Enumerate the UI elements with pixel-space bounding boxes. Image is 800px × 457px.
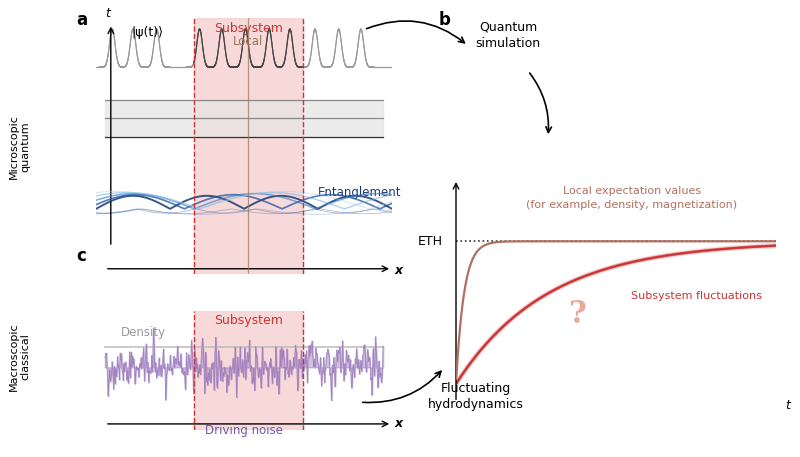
Text: b: b xyxy=(438,11,450,29)
Text: Microscopic
quantum: Microscopic quantum xyxy=(9,114,31,179)
Text: t: t xyxy=(105,7,110,21)
Text: a: a xyxy=(76,11,87,29)
Text: |ψ(t)⟩: |ψ(t)⟩ xyxy=(131,26,163,39)
Text: Local: Local xyxy=(234,35,264,48)
Text: ?: ? xyxy=(569,299,586,330)
Text: Fluctuating
hydrodynamics: Fluctuating hydrodynamics xyxy=(428,382,524,410)
Text: Density: Density xyxy=(121,326,166,339)
Text: Macroscopic
classical: Macroscopic classical xyxy=(9,322,31,391)
Bar xyxy=(194,311,303,430)
Text: c: c xyxy=(76,247,86,265)
Text: x: x xyxy=(395,265,403,277)
Text: x: x xyxy=(395,417,403,430)
Bar xyxy=(194,18,303,274)
Text: Local expectation values
(for example, density, magnetization): Local expectation values (for example, d… xyxy=(526,186,738,210)
Text: Quantum
simulation: Quantum simulation xyxy=(475,21,541,49)
Text: Entanglement: Entanglement xyxy=(318,186,402,199)
Text: Driving noise: Driving noise xyxy=(205,424,283,437)
Text: Subsystem: Subsystem xyxy=(214,314,283,327)
Text: ETH: ETH xyxy=(418,235,443,248)
Text: Subsystem fluctuations: Subsystem fluctuations xyxy=(630,291,762,301)
Text: t: t xyxy=(786,399,790,412)
Text: Subsystem: Subsystem xyxy=(214,21,283,35)
